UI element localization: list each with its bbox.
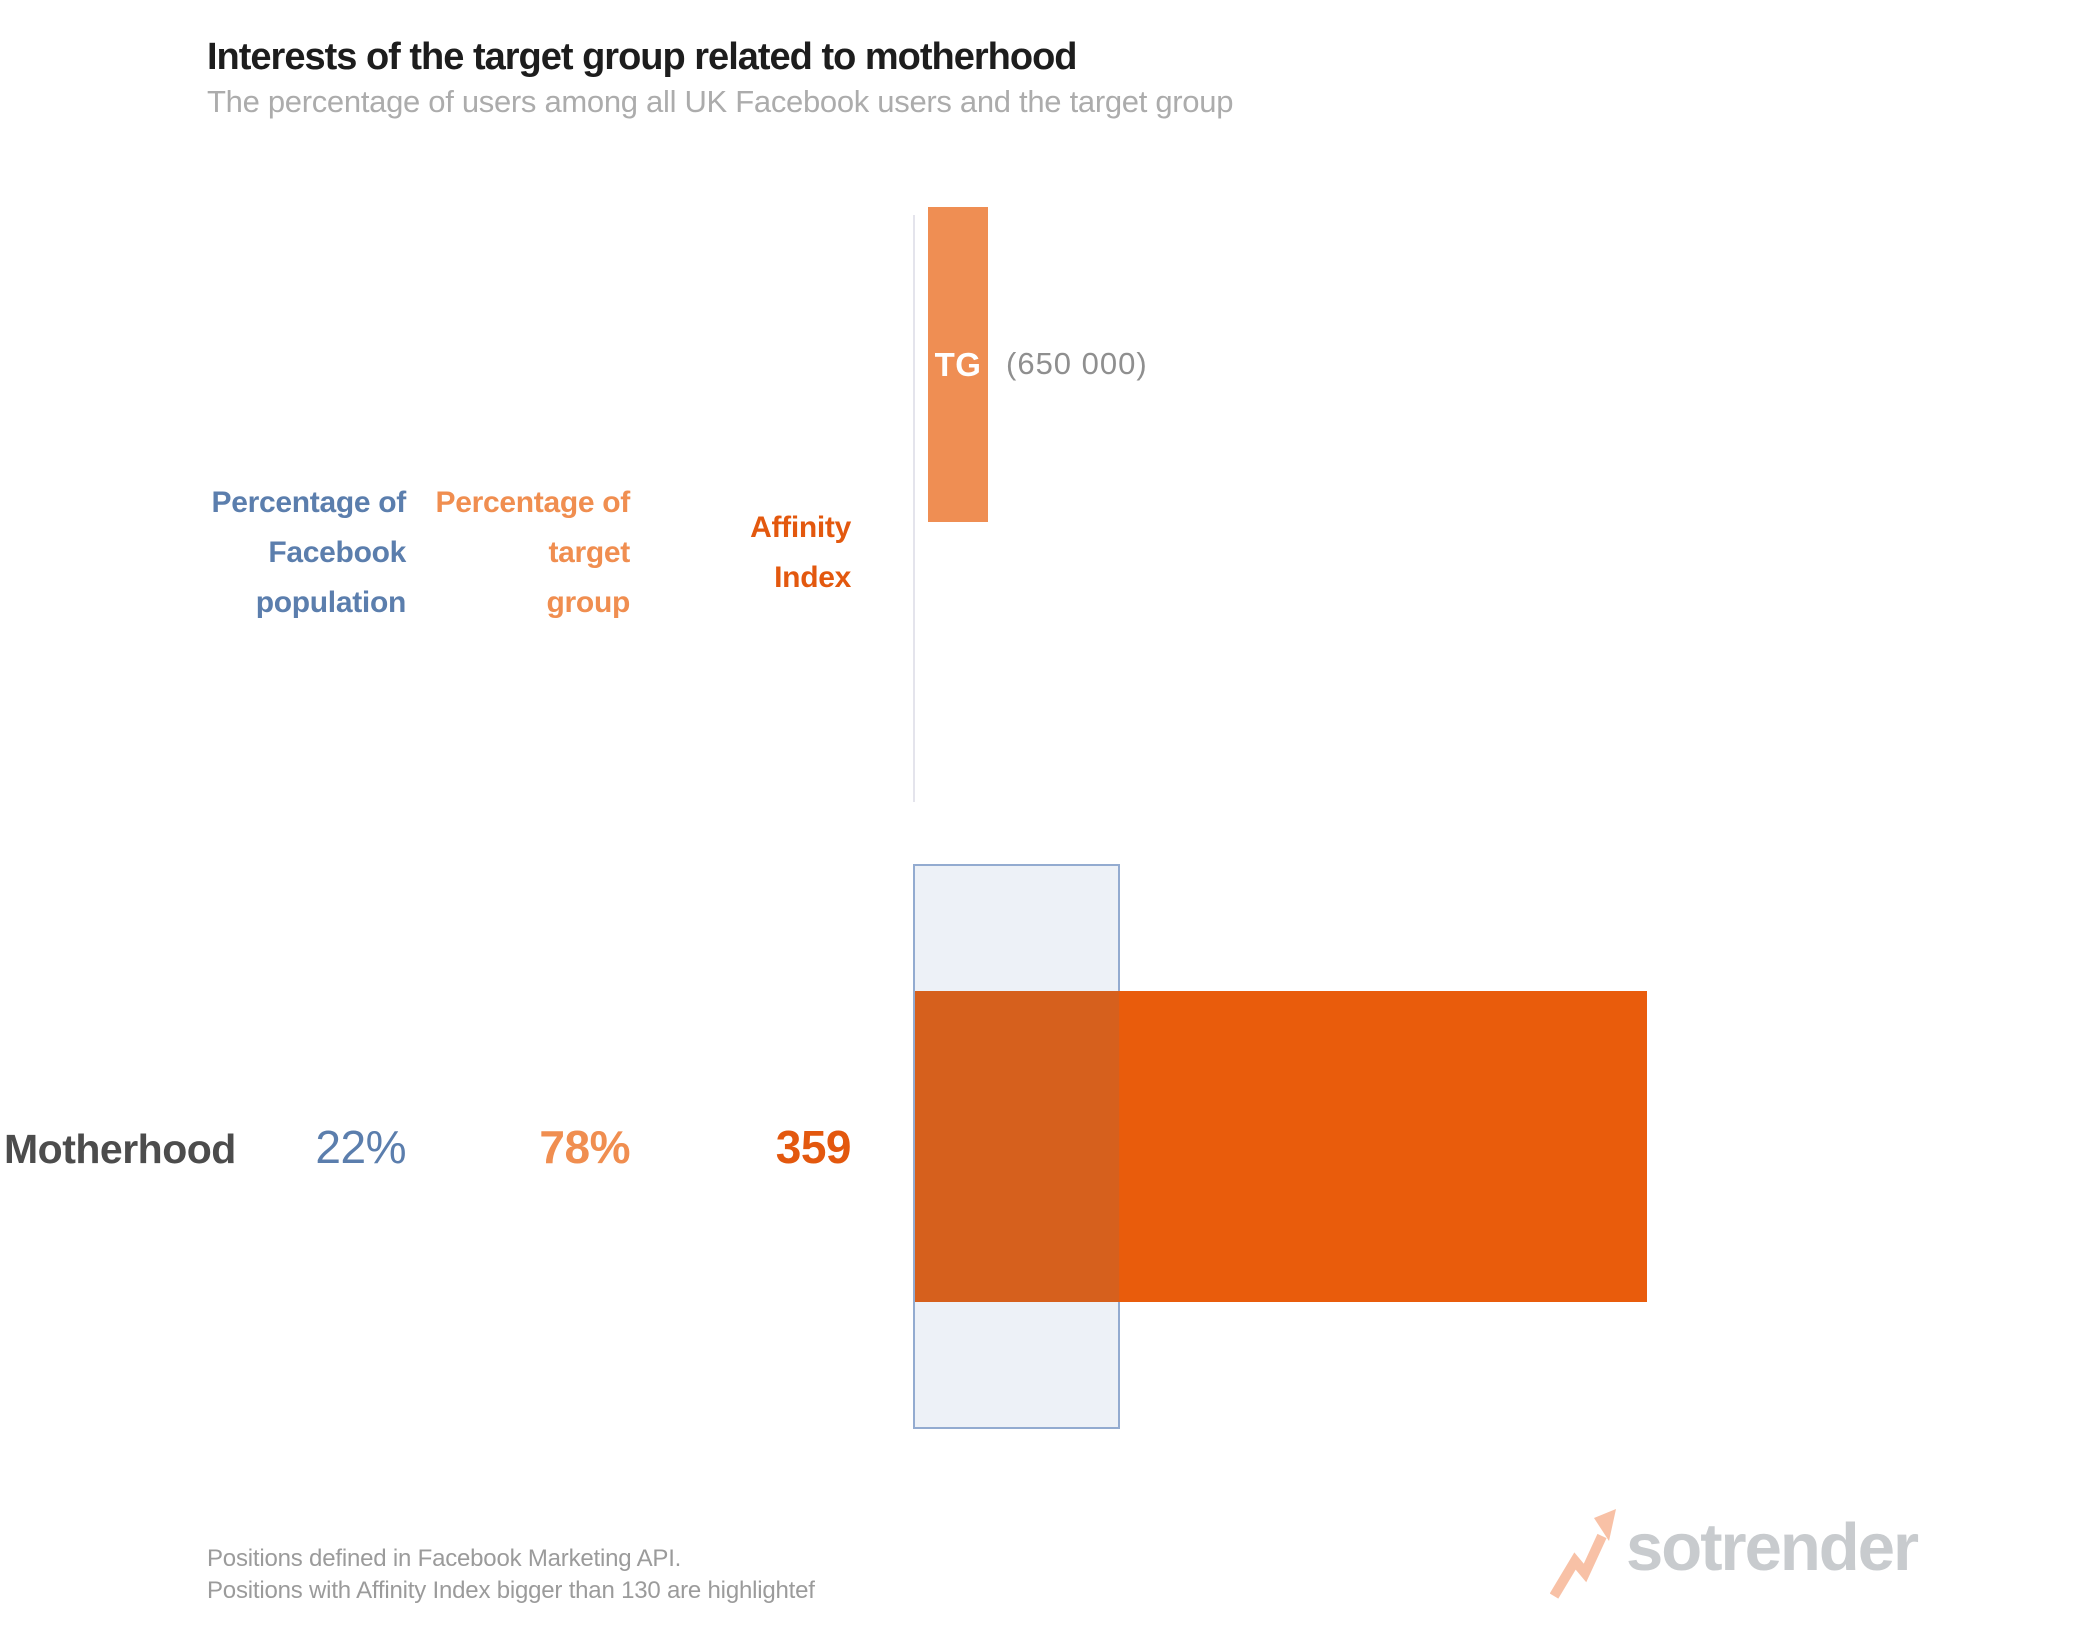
page-title-highlight: motherhood (864, 36, 1078, 78)
value-target-group: 78% (539, 1121, 630, 1173)
tg-size-annotation: (650 000) (1006, 346, 1148, 381)
column-header-line: population (255, 586, 407, 619)
overlap-region (915, 991, 1119, 1302)
column-header-target-group: Percentage of target group (380, 478, 631, 628)
column-header-line: Facebook (268, 536, 406, 569)
value-fb-population: 22% (315, 1121, 406, 1173)
page-title: Interests of the target group related to… (207, 36, 1078, 79)
tg-bar-label: TG (934, 345, 982, 383)
row-label-motherhood: Motherhood (4, 1126, 236, 1172)
footnote: Positions defined in Facebook Marketing … (207, 1543, 815, 1607)
column-header-line: Percentage of (211, 486, 407, 519)
column-header-line: target (548, 536, 630, 569)
column-header-affinity-index: Affinity Index (601, 503, 851, 603)
column-header-line: Affinity (750, 511, 851, 544)
column-header-line: group (546, 586, 631, 619)
page-title-main: Interests of the target group related to (207, 36, 865, 78)
footnote-line-2: Positions with Affinity Index bigger tha… (207, 1577, 815, 1604)
axis-line (913, 215, 915, 802)
logo-text: sotrender (1626, 1510, 1919, 1585)
footnote-line-1: Positions defined in Facebook Marketing … (207, 1545, 682, 1572)
sotrender-logo: sotrender (1550, 1498, 1919, 1600)
column-header-fb-population: Percentage of Facebook population (156, 478, 407, 628)
value-affinity-index: 359 (775, 1121, 852, 1173)
page-subtitle: The percentage of users among all UK Fac… (207, 84, 1234, 119)
column-header-line: Index (774, 561, 851, 594)
column-header-line: Percentage of (435, 486, 631, 519)
tg-bar: TG (928, 207, 988, 522)
trend-arrow-icon (1550, 1509, 1616, 1599)
